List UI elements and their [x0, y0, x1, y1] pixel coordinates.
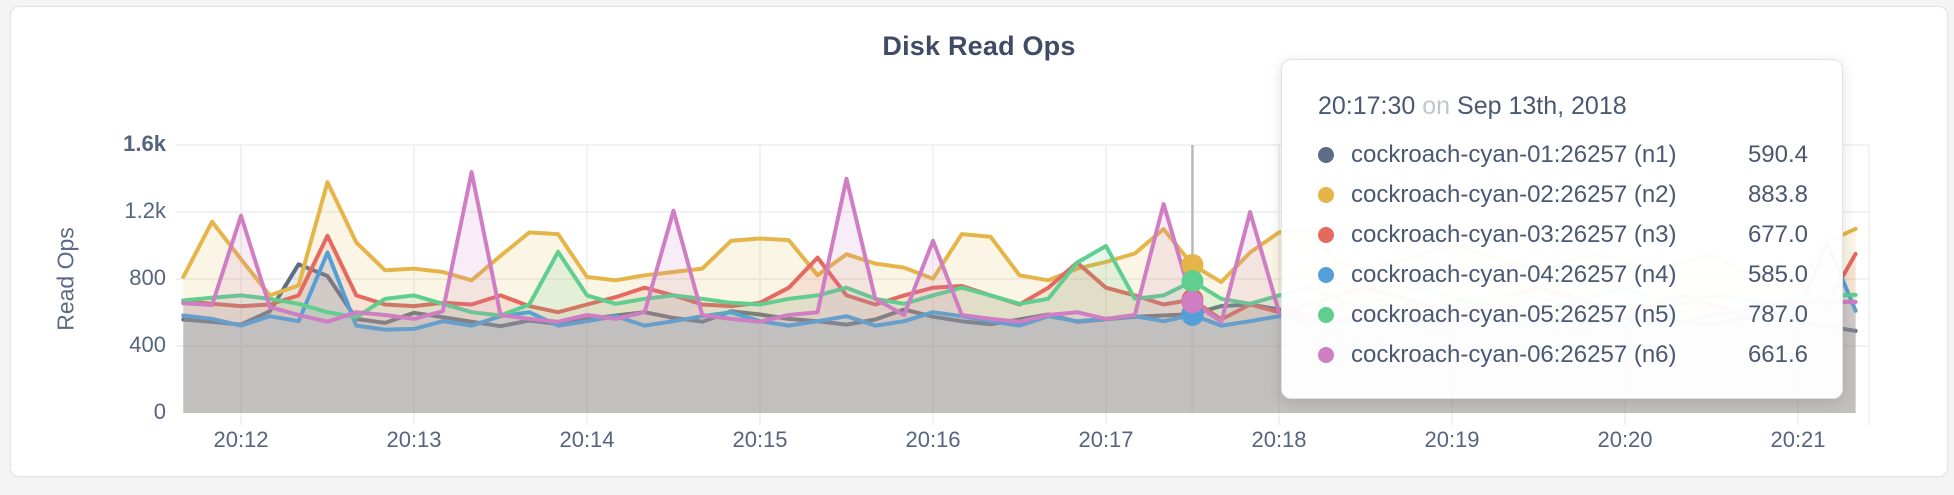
- series-value: 677.0: [1747, 221, 1808, 248]
- series-label: cockroach-cyan-06:26257 (n6): [1351, 341, 1677, 368]
- tooltip-series-row: cockroach-cyan-04:26257 (n4) 585.0: [1316, 255, 1808, 295]
- tooltip-series-row: cockroach-cyan-05:26257 (n5) 787.0: [1316, 295, 1808, 335]
- hover-point: [1181, 291, 1204, 314]
- x-tick-label: 20:13: [386, 427, 442, 452]
- y-tick-label: 800: [129, 265, 166, 290]
- y-tick-label: 0: [153, 399, 166, 424]
- x-tick-label: 20:18: [1251, 427, 1307, 452]
- series-dot-icon: [1318, 347, 1334, 363]
- series-dot-icon: [1318, 147, 1334, 163]
- tooltip-series-row: cockroach-cyan-03:26257 (n3) 677.0: [1316, 215, 1808, 255]
- series-value: 590.4: [1747, 141, 1808, 168]
- series-dot-icon: [1318, 227, 1334, 243]
- series-value: 883.8: [1747, 181, 1808, 208]
- series-dot-icon: [1318, 307, 1334, 323]
- tooltip-series-row: cockroach-cyan-01:26257 (n1) 590.4: [1316, 135, 1808, 175]
- x-tick-label: 20:20: [1597, 427, 1653, 452]
- x-tick-label: 20:17: [1078, 427, 1134, 452]
- series-value: 585.0: [1747, 261, 1808, 288]
- hover-tooltip: 20:17:30 on Sep 13th, 2018 cockroach-cya…: [1281, 59, 1843, 399]
- x-tick-label: 20:12: [213, 427, 269, 452]
- chart-panel: Disk Read Ops Read Ops 0 400 800 1.2k 1.…: [10, 6, 1948, 477]
- tooltip-series-row: cockroach-cyan-02:26257 (n2) 883.8: [1316, 175, 1808, 215]
- x-tick-label: 20:21: [1770, 427, 1826, 452]
- series-label: cockroach-cyan-05:26257 (n5): [1351, 301, 1677, 328]
- chart-title: Disk Read Ops: [882, 31, 1076, 61]
- x-tick-label: 20:14: [559, 427, 615, 452]
- series-label: cockroach-cyan-03:26257 (n3): [1351, 221, 1677, 248]
- tooltip-conjunction: on: [1422, 92, 1451, 120]
- x-tick-label: 20:19: [1424, 427, 1480, 452]
- y-tick-label: 1.6k: [123, 131, 166, 156]
- tooltip-series-row: cockroach-cyan-06:26257 (n6) 661.6: [1316, 335, 1808, 375]
- tooltip-timestamp: 20:17:30 on Sep 13th, 2018: [1318, 92, 1808, 121]
- series-value: 661.6: [1747, 341, 1808, 368]
- tooltip-time: 20:17:30: [1318, 92, 1416, 120]
- x-tick-label: 20:16: [905, 427, 961, 452]
- series-label: cockroach-cyan-04:26257 (n4): [1351, 261, 1677, 288]
- hover-point: [1181, 270, 1204, 293]
- series-label: cockroach-cyan-01:26257 (n1): [1351, 141, 1677, 168]
- hover-point: [1181, 253, 1204, 276]
- series-value: 787.0: [1747, 301, 1808, 328]
- series-dot-icon: [1318, 267, 1334, 283]
- y-tick-label: 400: [129, 332, 166, 357]
- series-label: cockroach-cyan-02:26257 (n2): [1351, 181, 1677, 208]
- tooltip-date: Sep 13th, 2018: [1457, 92, 1627, 120]
- x-tick-label: 20:15: [732, 427, 788, 452]
- y-tick-label: 1.2k: [124, 198, 166, 223]
- series-dot-icon: [1318, 187, 1334, 203]
